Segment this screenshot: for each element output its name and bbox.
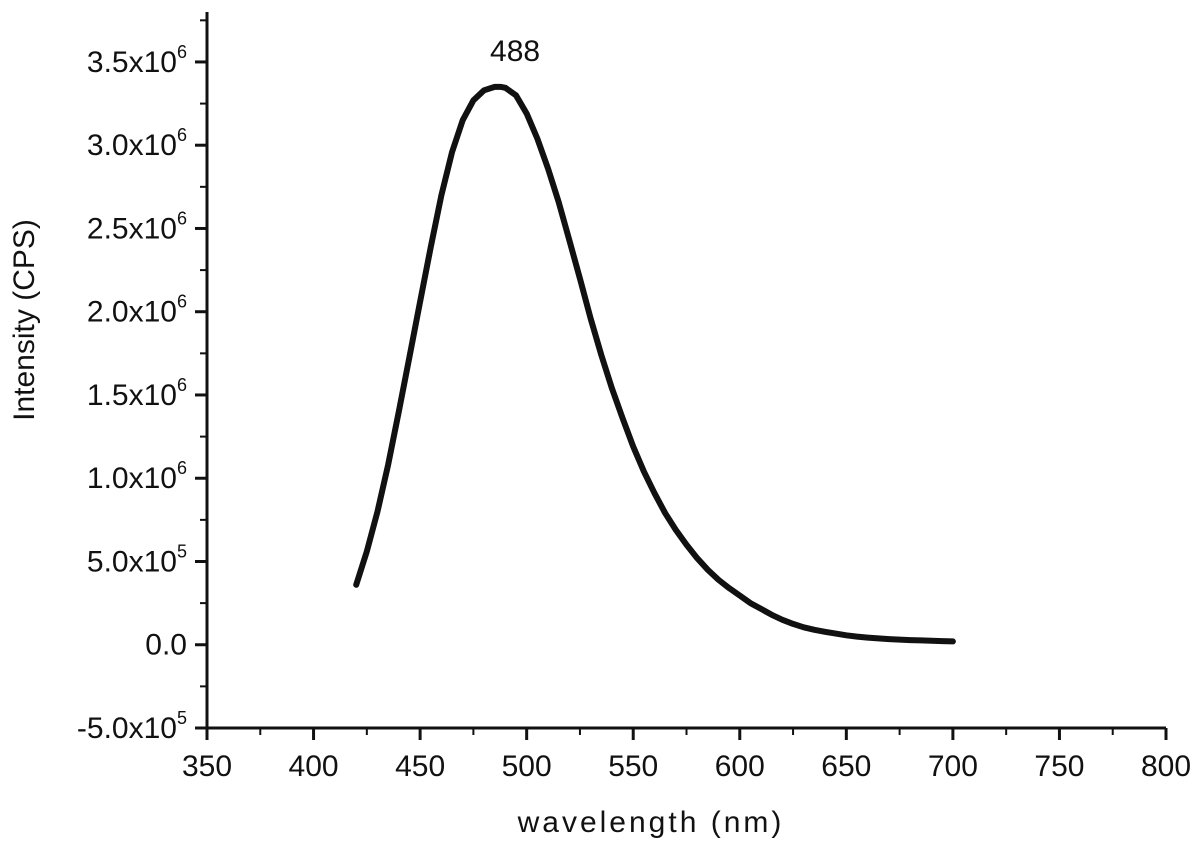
y-tick-label-1500000: 1.5x106 [87, 375, 187, 412]
peak-annotation: 488 [490, 35, 540, 68]
x-tick-label-800: 800 [1141, 750, 1191, 783]
x-tick-label-350: 350 [182, 750, 232, 783]
axes [205, 12, 1166, 730]
y-axis-tick-labels: -5.0x105 0.0 5.0x105 1.0x106 1.5x106 2.0x106 2… [77, 42, 187, 745]
y-tick-label--500000: -5.0x105 [77, 708, 187, 745]
y-tick-label-1000000: 1.0x106 [87, 458, 187, 495]
x-tick-label-700: 700 [928, 750, 978, 783]
x-tick-label-600: 600 [715, 750, 765, 783]
y-axis-title: Intensity (CPS) [8, 219, 41, 421]
y-axis-ticks [195, 19, 207, 730]
y-tick-label-3000000: 3.0x106 [87, 125, 187, 162]
y-tick-label-3500000: 3.5x106 [87, 42, 187, 79]
x-tick-label-550: 550 [608, 750, 658, 783]
x-axis-title: wavelength (nm) [517, 806, 785, 839]
x-tick-label-500: 500 [502, 750, 552, 783]
x-tick-label-650: 650 [821, 750, 871, 783]
x-tick-label-450: 450 [395, 750, 445, 783]
x-axis-ticks [205, 728, 1168, 740]
y-tick-label-2500000: 2.5x106 [87, 208, 187, 245]
x-tick-label-400: 400 [289, 750, 339, 783]
y-tick-label-2000000: 2.0x106 [87, 292, 187, 329]
x-axis-tick-labels: 350 400 450 500 550 600 650 700 750 800 [182, 750, 1191, 783]
x-tick-label-750: 750 [1034, 750, 1084, 783]
series-line [353, 83, 956, 645]
y-tick-label-0: 0.0 [145, 629, 187, 662]
y-tick-label-500000: 5.0x105 [87, 541, 187, 578]
